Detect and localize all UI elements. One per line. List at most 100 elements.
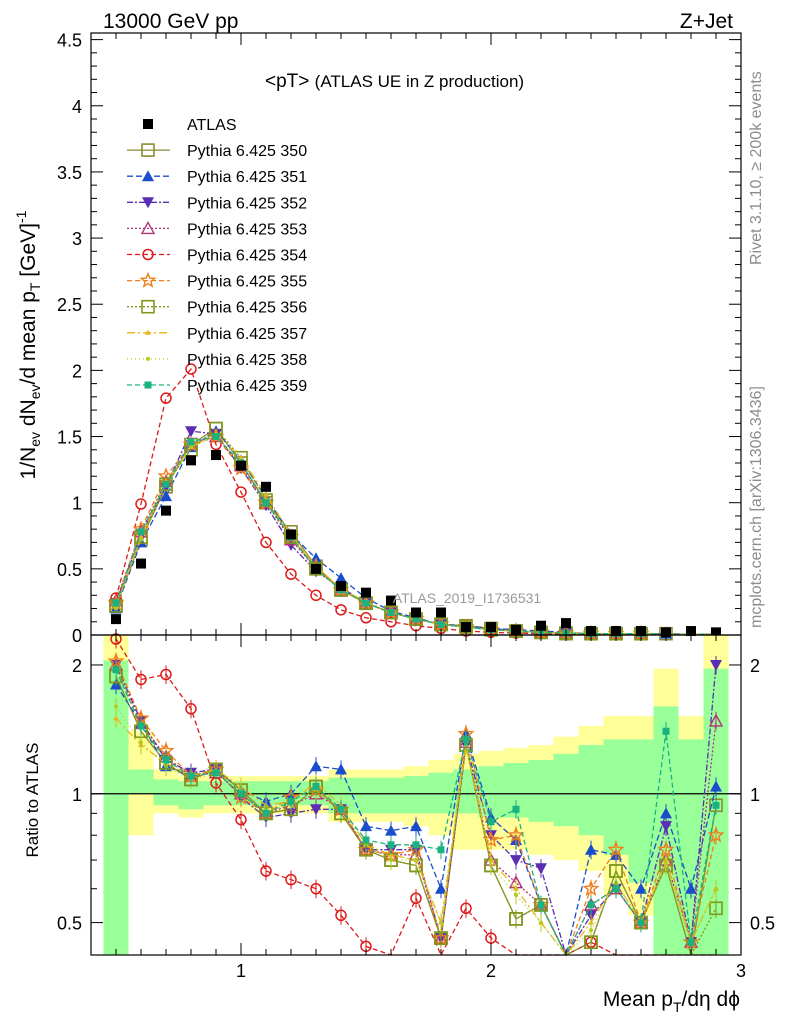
series-point <box>189 445 193 450</box>
ratio-series-359 <box>112 660 720 957</box>
main-y-tick-label: 4 <box>72 97 82 117</box>
atlas-data-point <box>311 563 321 574</box>
series-point <box>360 612 372 624</box>
x-tick-label: 2 <box>486 961 496 981</box>
series-point <box>385 616 397 628</box>
legend-entry-352: Pythia 6.425 352 <box>127 195 307 212</box>
legend-entry-353: Pythia 6.425 353 <box>127 220 307 238</box>
series-point <box>135 498 147 510</box>
ratio-point <box>510 855 522 867</box>
legend-entry-354: Pythia 6.425 354 <box>127 248 307 265</box>
ratio-point <box>185 703 197 715</box>
mcplots-label: mcplots.cern.ch [arXiv:1306.3436] <box>748 386 765 628</box>
ratio-point <box>310 804 322 816</box>
ratio-point <box>387 841 395 849</box>
series-point <box>387 609 395 617</box>
series-point <box>412 615 420 623</box>
ratio-point <box>439 920 443 925</box>
ratio-point <box>162 756 170 764</box>
legend-label: Pythia 6.425 353 <box>187 221 307 238</box>
chart-title: <pT> (ATLAS UE in Z production) <box>265 71 524 92</box>
main-y-tick-label: 2.5 <box>57 295 82 315</box>
ratio-point <box>112 666 120 674</box>
ratio-point <box>462 735 470 743</box>
x-tick-label: 3 <box>736 961 746 981</box>
ratio-point <box>337 805 345 813</box>
atlas-data-point <box>261 481 271 492</box>
ratio-point <box>414 858 418 863</box>
ratio-point <box>709 901 723 916</box>
ratio-point <box>607 840 625 857</box>
ratio-point <box>708 713 724 727</box>
series-point <box>160 392 172 404</box>
legend-marker <box>144 381 152 389</box>
ratio-point <box>660 821 672 833</box>
legend-label: Pythia 6.425 350 <box>187 143 307 160</box>
watermark: ATLAS_2019_I1736531 <box>393 590 542 606</box>
ratio-point <box>712 801 720 809</box>
ratio-point <box>139 740 143 745</box>
header-left: 13000 GeV pp <box>103 10 238 33</box>
series-point <box>138 534 144 540</box>
ratio-point <box>587 901 595 909</box>
ratio-series-group <box>107 633 725 957</box>
x-tick-label: 1 <box>236 961 246 981</box>
series-point <box>362 599 370 607</box>
series-point <box>185 426 197 438</box>
band-green-bin <box>603 739 629 855</box>
ratio-point <box>435 882 447 894</box>
series-350 <box>109 421 716 641</box>
ratio-point <box>685 882 697 894</box>
legend-label: Pythia 6.425 357 <box>187 326 307 343</box>
ratio-point <box>212 769 220 777</box>
ratio-point <box>412 841 420 849</box>
main-y-tick-label: 3.5 <box>57 163 82 183</box>
ratio-point <box>385 824 397 836</box>
ratio-point <box>589 928 593 933</box>
atlas-data-point <box>411 607 421 618</box>
atlas-data-point <box>386 595 396 606</box>
legend-marker-atlas <box>143 119 153 129</box>
legend-entry-357: Pythia 6.425 357 <box>127 326 307 343</box>
ratio-point <box>360 820 372 832</box>
legend-marker <box>142 197 154 209</box>
legend-label-atlas: ATLAS <box>187 117 237 134</box>
legend-label: Pythia 6.425 359 <box>187 378 307 395</box>
main-y-axis-label: 1/Nev dNev/d mean pT [GeV]-1 <box>13 210 43 479</box>
legend-label: Pythia 6.425 356 <box>187 300 307 317</box>
band-green-bin <box>403 776 429 814</box>
atlas-data-point <box>236 460 246 471</box>
ratio-point <box>113 715 119 721</box>
legend-marker <box>145 329 151 335</box>
ratio-point <box>235 813 247 826</box>
legend-entry-358: Pythia 6.425 358 <box>127 352 307 369</box>
ratio-point <box>660 807 672 819</box>
legend-entry-355: Pythia 6.425 355 <box>127 271 307 291</box>
ratio-point <box>664 863 668 868</box>
band-green-bin <box>153 779 179 806</box>
ratio-point <box>310 760 322 772</box>
series-point <box>159 477 173 491</box>
ratio-y-axis-label: Ratio to ATLAS <box>23 743 42 858</box>
axes: 1 2 3 0 0.5 1 1.5 2 2.5 3 3.5 4 4.5 0.5 0.5 1 1 2 2 <box>57 31 775 981</box>
series-point <box>185 363 197 375</box>
atlas-data-point <box>136 558 146 569</box>
series-356 <box>109 421 716 641</box>
legend-label: Pythia 6.425 352 <box>187 195 307 212</box>
series-point <box>112 599 120 607</box>
ratio-point <box>114 704 118 709</box>
ratio-point <box>635 882 647 894</box>
series-point <box>335 604 347 616</box>
x-axis-label: Mean pT/dη dϕ <box>603 988 740 1015</box>
band-green-bin <box>553 753 579 827</box>
ratio-point <box>460 902 472 915</box>
band-green-bin <box>378 777 404 814</box>
ratio-y-tick-label-left: 0.5 <box>57 914 82 934</box>
ratio-point <box>512 805 520 813</box>
ratio-point <box>187 772 195 780</box>
legend: ATLAS Pythia 6.425 350 Pythia 6.425 351 Pyt… <box>127 117 307 395</box>
atlas-data-point <box>111 614 121 625</box>
ratio-point <box>482 831 500 848</box>
ratio-point <box>612 885 620 893</box>
